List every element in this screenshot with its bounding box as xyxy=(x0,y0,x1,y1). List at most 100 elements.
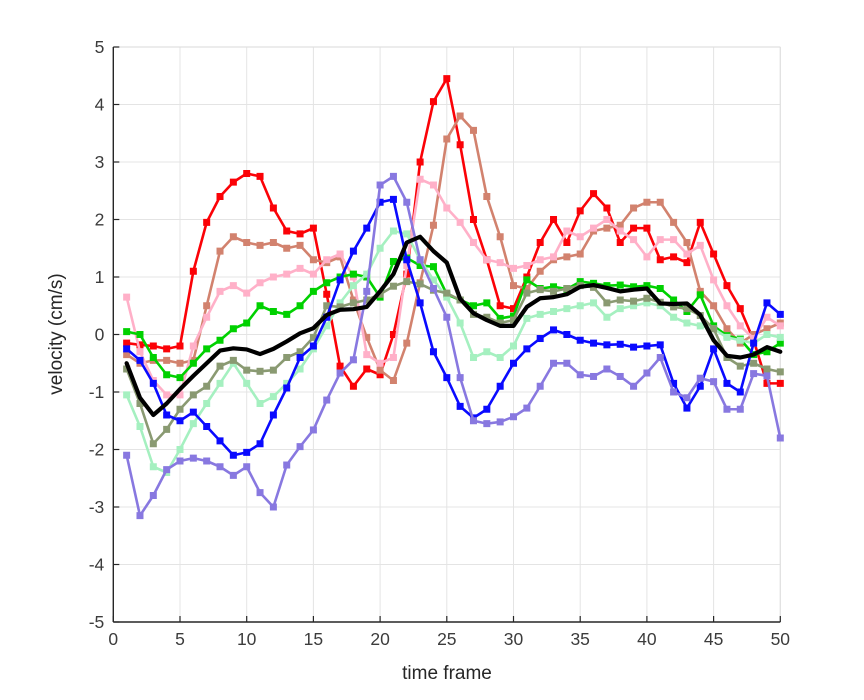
data-point-marker xyxy=(229,178,237,186)
data-point-marker xyxy=(443,289,451,297)
data-point-marker xyxy=(763,331,771,338)
data-point-marker xyxy=(336,362,344,370)
data-point-marker xyxy=(563,239,571,246)
data-point-marker xyxy=(163,466,171,474)
data-point-marker xyxy=(456,112,464,120)
data-point-marker xyxy=(216,336,224,344)
data-point-marker xyxy=(229,233,237,241)
data-point-marker xyxy=(243,239,251,246)
y-tick-label: 4 xyxy=(95,95,105,115)
data-point-marker xyxy=(149,440,157,448)
data-point-marker xyxy=(216,193,224,200)
data-point-marker xyxy=(349,247,357,255)
data-point-marker xyxy=(189,359,197,367)
data-point-marker xyxy=(456,141,464,149)
data-point-marker xyxy=(296,354,304,361)
data-point-marker xyxy=(710,276,718,284)
data-point-marker xyxy=(550,216,558,223)
data-point-marker xyxy=(203,400,211,407)
data-point-marker xyxy=(456,319,464,327)
data-point-marker xyxy=(723,325,731,333)
data-point-marker xyxy=(510,282,517,290)
data-point-marker xyxy=(576,250,584,258)
data-point-marker xyxy=(483,405,491,413)
y-tick-label: -4 xyxy=(89,555,105,575)
data-point-marker xyxy=(643,294,651,302)
data-point-marker xyxy=(283,354,291,361)
data-point-marker xyxy=(776,434,784,442)
data-point-marker xyxy=(523,314,531,322)
data-point-marker xyxy=(776,333,784,341)
data-point-marker xyxy=(149,492,157,499)
data-point-marker xyxy=(550,308,558,315)
series-pale-green-trace xyxy=(123,227,784,476)
data-point-marker xyxy=(656,341,664,349)
data-point-marker xyxy=(176,359,184,367)
data-point-marker xyxy=(616,227,624,235)
data-point-marker xyxy=(256,367,264,375)
data-point-marker xyxy=(523,262,531,269)
data-point-marker xyxy=(309,333,317,341)
data-point-marker xyxy=(403,230,411,238)
data-point-marker xyxy=(416,256,424,264)
data-point-marker xyxy=(123,351,131,359)
data-point-marker xyxy=(456,402,464,410)
data-point-marker xyxy=(349,270,357,278)
data-point-marker xyxy=(736,336,744,344)
data-point-marker xyxy=(590,299,598,307)
data-point-marker xyxy=(643,253,651,261)
data-point-marker xyxy=(309,342,317,350)
data-point-marker xyxy=(763,379,771,387)
data-point-marker xyxy=(189,420,197,428)
data-point-marker xyxy=(656,285,664,292)
data-point-marker xyxy=(376,244,384,252)
data-point-marker xyxy=(483,348,491,356)
data-point-marker xyxy=(216,247,224,255)
data-point-marker xyxy=(576,278,584,286)
data-point-marker xyxy=(443,293,451,301)
data-point-marker xyxy=(269,273,277,281)
data-point-marker xyxy=(469,126,477,134)
data-point-marker xyxy=(670,388,678,396)
data-point-marker xyxy=(376,371,384,379)
data-point-marker xyxy=(590,283,598,291)
data-point-marker xyxy=(616,221,624,229)
data-point-marker xyxy=(616,281,624,289)
data-point-marker xyxy=(469,417,477,425)
data-point-marker xyxy=(670,313,678,321)
data-point-marker xyxy=(496,319,504,327)
data-point-marker xyxy=(523,289,531,297)
data-point-marker xyxy=(510,359,517,367)
data-point-marker xyxy=(510,413,517,421)
data-point-marker xyxy=(323,290,331,298)
data-point-marker xyxy=(416,175,424,183)
data-point-marker xyxy=(550,359,558,367)
data-point-marker xyxy=(630,297,638,305)
data-point-marker xyxy=(243,366,251,374)
y-tick-label: -5 xyxy=(89,612,105,632)
data-point-marker xyxy=(123,451,131,459)
data-point-marker xyxy=(643,198,651,206)
data-point-marker xyxy=(603,313,611,321)
data-point-marker xyxy=(776,339,784,347)
data-point-marker xyxy=(723,282,731,290)
data-point-marker xyxy=(203,382,211,390)
data-point-marker xyxy=(149,342,157,350)
data-point-marker xyxy=(670,253,678,261)
data-point-marker xyxy=(576,371,584,379)
data-point-marker xyxy=(710,302,718,310)
data-point-marker xyxy=(603,299,611,307)
data-point-marker xyxy=(750,370,758,378)
data-point-marker xyxy=(256,241,264,249)
x-tick-label: 50 xyxy=(771,629,791,649)
data-point-marker xyxy=(656,256,664,264)
data-point-marker xyxy=(616,239,624,246)
data-point-marker xyxy=(283,379,291,387)
data-point-marker xyxy=(416,299,424,307)
data-point-marker xyxy=(123,339,131,347)
data-point-marker xyxy=(216,463,224,471)
data-point-marker xyxy=(176,391,184,399)
data-point-marker xyxy=(443,135,451,143)
data-point-marker xyxy=(149,354,157,361)
